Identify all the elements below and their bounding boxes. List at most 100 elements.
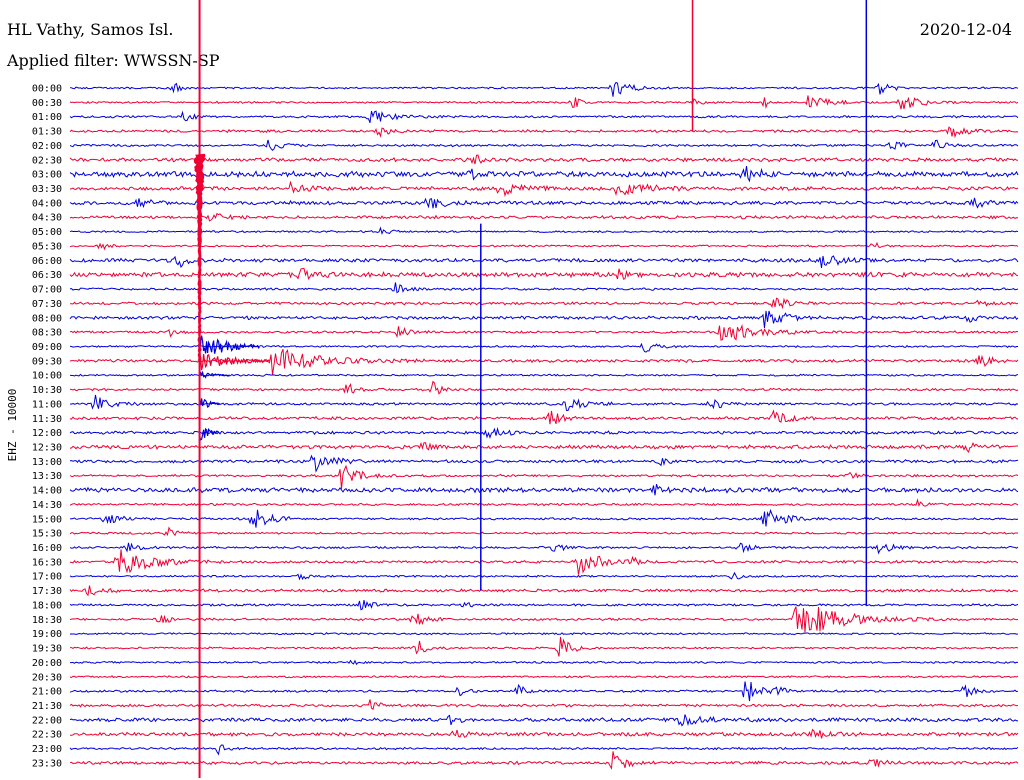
channel-label: EHZ - 10000 <box>6 389 19 462</box>
time-label-1530: 15:30 <box>32 529 62 540</box>
time-label-1230: 12:30 <box>32 443 62 454</box>
time-label-0900: 09:00 <box>32 342 62 353</box>
time-label-0000: 00:00 <box>32 84 62 95</box>
time-labels-layer: 00:00 00:30 01:00 01:30 02:00 02:30 03:00 03:30… <box>32 84 62 770</box>
trace-1500 <box>69 508 1019 528</box>
time-label-0700: 07:00 <box>32 285 62 296</box>
time-label-0300: 03:00 <box>32 170 62 181</box>
time-label-1730: 17:30 <box>32 586 62 597</box>
time-label-1800: 18:00 <box>32 600 62 611</box>
trace-2230 <box>70 728 1019 739</box>
time-label-1000: 10:00 <box>32 371 62 382</box>
time-label-2100: 21:00 <box>32 687 62 698</box>
coda-0900 <box>199 335 260 354</box>
time-label-2000: 20:00 <box>32 658 62 669</box>
time-label-1030: 10:30 <box>32 385 62 396</box>
trace-1730 <box>69 585 1019 597</box>
trace-1200 <box>69 426 1019 439</box>
trace-0600 <box>69 255 1019 269</box>
time-label-1100: 11:00 <box>32 399 62 410</box>
traces-layer <box>69 81 1019 770</box>
time-label-0530: 05:30 <box>32 241 62 252</box>
trace-0030 <box>69 95 1019 110</box>
time-label-1500: 15:00 <box>32 514 62 525</box>
trace-0630 <box>69 267 1019 281</box>
trace-2000 <box>70 659 1019 666</box>
time-label-0200: 02:00 <box>32 141 62 152</box>
time-label-1900: 19:00 <box>32 629 62 640</box>
trace-1030 <box>69 380 1019 395</box>
trace-1000 <box>69 373 1019 377</box>
time-label-1930: 19:30 <box>32 644 62 655</box>
time-label-2330: 23:30 <box>32 758 62 769</box>
time-label-1600: 16:00 <box>32 543 62 554</box>
station-title: HL Vathy, Samos Isl. <box>7 20 174 39</box>
time-label-0800: 08:00 <box>32 313 62 324</box>
trace-2300 <box>69 744 1019 756</box>
time-label-0930: 09:30 <box>32 356 62 367</box>
trace-1530 <box>69 526 1019 537</box>
time-label-1700: 17:00 <box>32 572 62 583</box>
trace-0130 <box>69 126 1019 139</box>
trace-0400 <box>69 197 1019 209</box>
trace-2100 <box>69 681 1019 702</box>
trace-2030 <box>69 675 1019 679</box>
trace-0230 <box>69 154 1019 165</box>
time-label-0630: 06:30 <box>32 270 62 281</box>
marks-layer <box>193 0 868 778</box>
time-label-1830: 18:30 <box>32 615 62 626</box>
time-label-1130: 11:30 <box>32 414 62 425</box>
trace-0100 <box>69 110 1019 123</box>
trace-0530 <box>69 241 1019 251</box>
time-label-2200: 22:00 <box>32 715 62 726</box>
time-label-0830: 08:30 <box>32 328 62 339</box>
time-label-0400: 04:00 <box>32 198 62 209</box>
trace-0830 <box>69 324 1019 341</box>
time-label-0730: 07:30 <box>32 299 62 310</box>
time-label-0330: 03:30 <box>32 184 62 195</box>
trace-2330 <box>69 751 1019 770</box>
trace-1900 <box>69 632 1019 636</box>
trace-1230 <box>69 441 1018 454</box>
time-label-0600: 06:00 <box>32 256 62 267</box>
trace-2130 <box>69 699 1019 711</box>
time-label-1330: 13:30 <box>32 471 62 482</box>
time-label-0500: 05:00 <box>32 227 62 238</box>
time-label-0430: 04:30 <box>32 213 62 224</box>
time-label-0030: 00:30 <box>32 98 62 109</box>
trace-1430 <box>69 498 1019 507</box>
trace-1600 <box>69 542 1019 555</box>
trace-0700 <box>69 282 1019 294</box>
trace-0800 <box>69 310 1019 328</box>
trace-0930 <box>69 348 1019 376</box>
coda-1000 <box>199 370 230 379</box>
coda-0930 <box>199 352 270 371</box>
time-label-0130: 01:30 <box>32 127 62 138</box>
trace-1700 <box>69 571 1019 581</box>
trace-1300 <box>69 454 1019 473</box>
coda-1100 <box>199 398 221 408</box>
trace-0000 <box>69 81 1019 97</box>
trace-2200 <box>69 714 1019 727</box>
trace-1800 <box>69 600 1019 611</box>
time-label-1400: 14:00 <box>32 486 62 497</box>
trace-1400 <box>69 484 1019 496</box>
time-label-2300: 23:00 <box>32 744 62 755</box>
date-label: 2020-12-04 <box>919 20 1012 39</box>
time-label-0100: 01:00 <box>32 112 62 123</box>
trace-1830 <box>69 606 1019 633</box>
trace-1330 <box>69 464 1019 490</box>
time-label-2230: 22:30 <box>32 730 62 741</box>
time-label-1300: 13:00 <box>32 457 62 468</box>
time-label-1630: 16:30 <box>32 557 62 568</box>
coda-1200 <box>199 427 220 441</box>
time-label-2130: 21:30 <box>32 701 62 712</box>
trace-1130 <box>69 409 1019 425</box>
time-label-2030: 20:30 <box>32 672 62 683</box>
time-label-1200: 12:00 <box>32 428 62 439</box>
filter-label: Applied filter: WWSSN-SP <box>7 51 220 70</box>
time-label-0230: 02:30 <box>32 155 62 166</box>
trace-0200 <box>69 139 1019 152</box>
trace-1100 <box>69 394 1019 412</box>
